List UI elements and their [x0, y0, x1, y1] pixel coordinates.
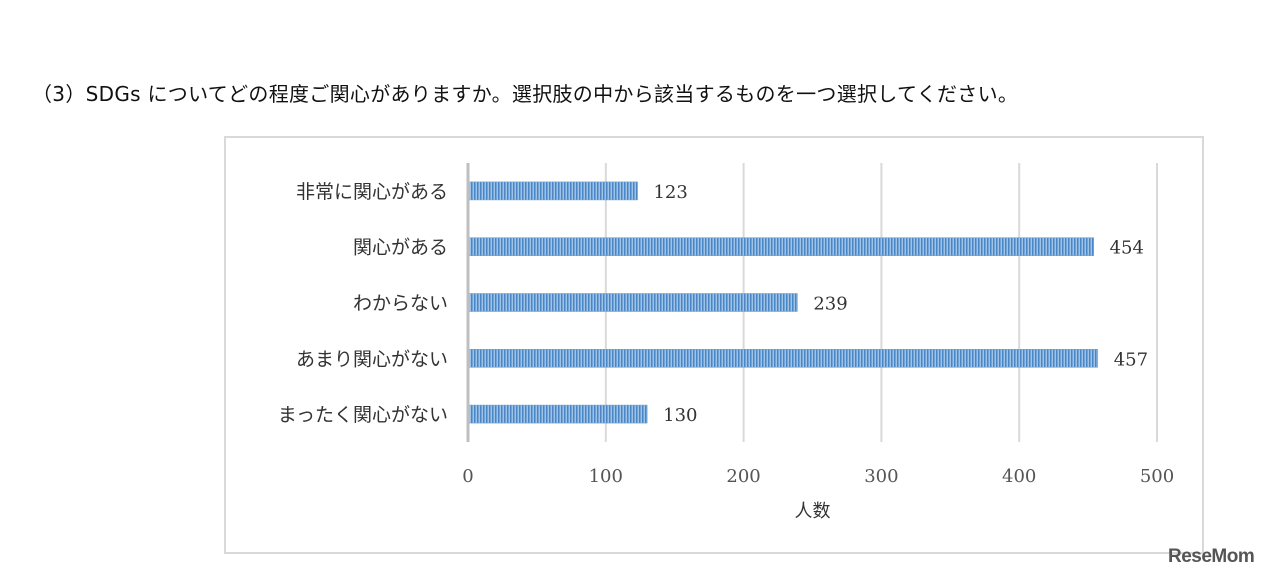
data-label: 454 [1110, 238, 1144, 259]
data-label: 123 [653, 182, 687, 203]
category-label: わからない [353, 293, 448, 315]
tick-label: 100 [589, 466, 623, 487]
data-label: 457 [1114, 349, 1148, 370]
category-label: まったく関心がない [278, 404, 448, 426]
category-label: 非常に関心がある [296, 181, 448, 203]
tick-label: 300 [864, 466, 898, 487]
bar [468, 293, 798, 312]
bar [468, 181, 638, 201]
category-label: あまり関心がない [296, 348, 448, 370]
resemom-logo: ReseMom [1168, 546, 1255, 567]
tick-label: 200 [726, 466, 760, 487]
chart-frame [224, 136, 1204, 554]
data-label: 239 [813, 294, 847, 315]
bar [468, 237, 1094, 256]
bar [468, 348, 1099, 368]
question-text: （3）SDGs についてどの程度ご関心がありますか。選択肢の中から該当するものを… [32, 82, 1019, 106]
bars [468, 181, 1099, 424]
tick-label: 0 [462, 466, 473, 487]
tick-labels: 0 100 200 300 400 500 [462, 466, 1174, 487]
data-labels: 123 454 239 457 130 [653, 182, 1148, 426]
x-axis-title: 人数 [795, 501, 831, 522]
category-label: 関心がある [353, 237, 448, 259]
bar [468, 404, 648, 424]
tick-label: 500 [1140, 466, 1174, 487]
data-label: 130 [663, 405, 697, 426]
tick-label: 400 [1002, 466, 1036, 487]
